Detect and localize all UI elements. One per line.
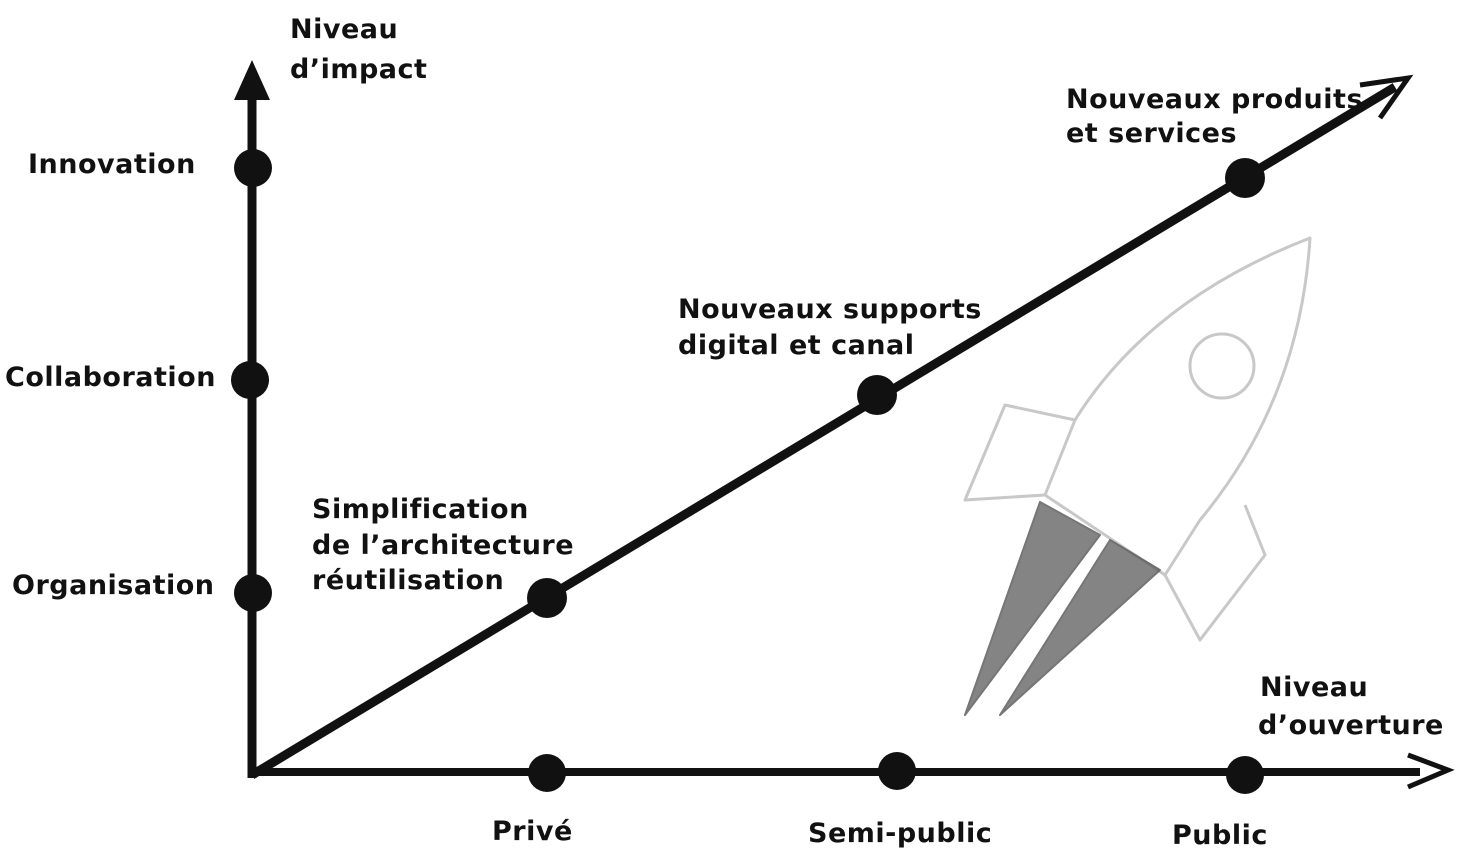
dot-simplification (527, 578, 567, 618)
dot-organisation (234, 574, 272, 612)
diag-2-line2: digital et canal (678, 330, 915, 361)
dot-semi-public (878, 752, 916, 790)
x-axis (248, 752, 1455, 790)
x-level-prive: Privé (492, 816, 573, 847)
dot-public (1226, 756, 1264, 794)
dot-nouveaux-supports (857, 375, 897, 415)
dot-innovation (234, 149, 272, 187)
diag-3-line1: Nouveaux produits (1066, 84, 1364, 115)
x-level-public: Public (1172, 820, 1268, 851)
y-axis (234, 60, 270, 778)
diag-1-line2: de l’architecture (312, 530, 575, 561)
diag-1-line3: réutilisation (312, 565, 505, 596)
diag-2-line1: Nouveaux supports (678, 294, 982, 325)
x-level-semi-public: Semi-public (808, 818, 993, 849)
x-axis-title-2: d’ouverture (1258, 710, 1444, 741)
dot-nouveaux-produits (1225, 158, 1265, 198)
dot-collaboration (231, 361, 269, 399)
diag-1-line1: Simplification (312, 494, 529, 525)
y-level-organisation: Organisation (12, 570, 215, 601)
rocket-icon (963, 236, 1312, 716)
y-axis-title-2: d’impact (290, 54, 428, 85)
y-level-innovation: Innovation (28, 149, 196, 180)
dot-prive (528, 754, 566, 792)
y-axis-title-1: Niveau (290, 14, 399, 45)
x-axis-title-1: Niveau (1260, 672, 1369, 703)
diagonal-axis (249, 74, 1414, 779)
diag-3-line2: et services (1066, 118, 1238, 149)
y-level-collaboration: Collaboration (5, 362, 216, 393)
